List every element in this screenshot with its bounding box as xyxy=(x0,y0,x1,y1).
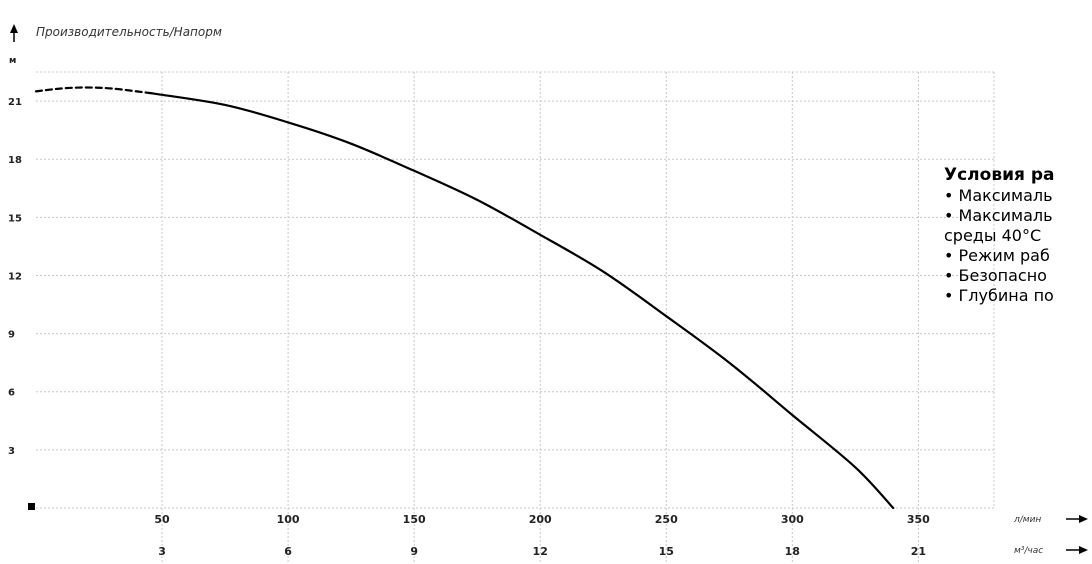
condition-line-6: • Глубина по xyxy=(944,286,1054,305)
x-tick-label-lpm-5: 250 xyxy=(655,513,678,526)
x-axis-unit-lpm: л/мин xyxy=(1013,515,1041,525)
origin-marker xyxy=(28,503,35,510)
y-tick-label-5: 15 xyxy=(8,213,22,224)
x-axis-unit-m3h: м³/час xyxy=(1014,546,1043,556)
x-tick-label-m3h-1: 3 xyxy=(158,545,166,558)
y-axis-arrow-head xyxy=(10,24,18,33)
y-tick-label-2: 6 xyxy=(8,388,15,399)
y-tick-label-3: 9 xyxy=(8,330,15,341)
x-tick-label-lpm-7: 350 xyxy=(907,513,930,526)
x-tick-label-lpm-2: 100 xyxy=(277,513,300,526)
x-tick-label-m3h-3: 9 xyxy=(410,545,418,558)
y-tick-labels: 3 6 9 12 15 18 21 xyxy=(8,97,22,457)
conditions-heading: Условия ра xyxy=(944,165,1055,185)
chart-title: Производительность/Напорм xyxy=(36,25,222,39)
condition-line-3: среды 40°С xyxy=(944,226,1042,245)
x-unit-m3h-arrow-head xyxy=(1079,546,1088,554)
condition-line-5: • Безопасно xyxy=(944,266,1047,285)
x-tick-label-m3h-7: 21 xyxy=(911,545,926,558)
x-tick-label-lpm-3: 150 xyxy=(403,513,426,526)
x-tick-label-lpm-6: 300 xyxy=(781,513,804,526)
y-tick-label-7: 21 xyxy=(8,97,22,108)
x-tick-label-m3h-6: 18 xyxy=(785,545,800,558)
series-line-dashed xyxy=(34,86,154,95)
y-tick-label-1: 3 xyxy=(8,446,15,457)
condition-line-1: • Максималь xyxy=(944,186,1053,205)
x-tick-label-m3h-2: 6 xyxy=(284,545,292,558)
x-unit-lpm-arrow-head xyxy=(1079,515,1088,523)
x-tick-label-lpm-4: 200 xyxy=(529,513,552,526)
y-axis-unit: м xyxy=(9,56,16,66)
y-tick-label-6: 18 xyxy=(8,155,22,166)
series-line-solid xyxy=(150,92,895,510)
x-tick-label-m3h-4: 12 xyxy=(533,545,548,558)
grid-lines xyxy=(36,71,995,564)
x-tick-label-lpm-1: 50 xyxy=(154,513,170,526)
condition-line-4: • Режим раб xyxy=(944,246,1050,265)
x-tick-label-m3h-5: 15 xyxy=(659,545,674,558)
x-tick-labels: 50 3 100 6 150 9 200 12 250 15 300 18 350 21 xyxy=(154,513,930,558)
condition-line-2: • Максималь xyxy=(944,206,1053,225)
operating-conditions-panel: Условия ра • Максималь • Максималь среды… xyxy=(944,164,1092,306)
series-group xyxy=(34,86,895,510)
y-tick-label-4: 12 xyxy=(8,271,22,282)
